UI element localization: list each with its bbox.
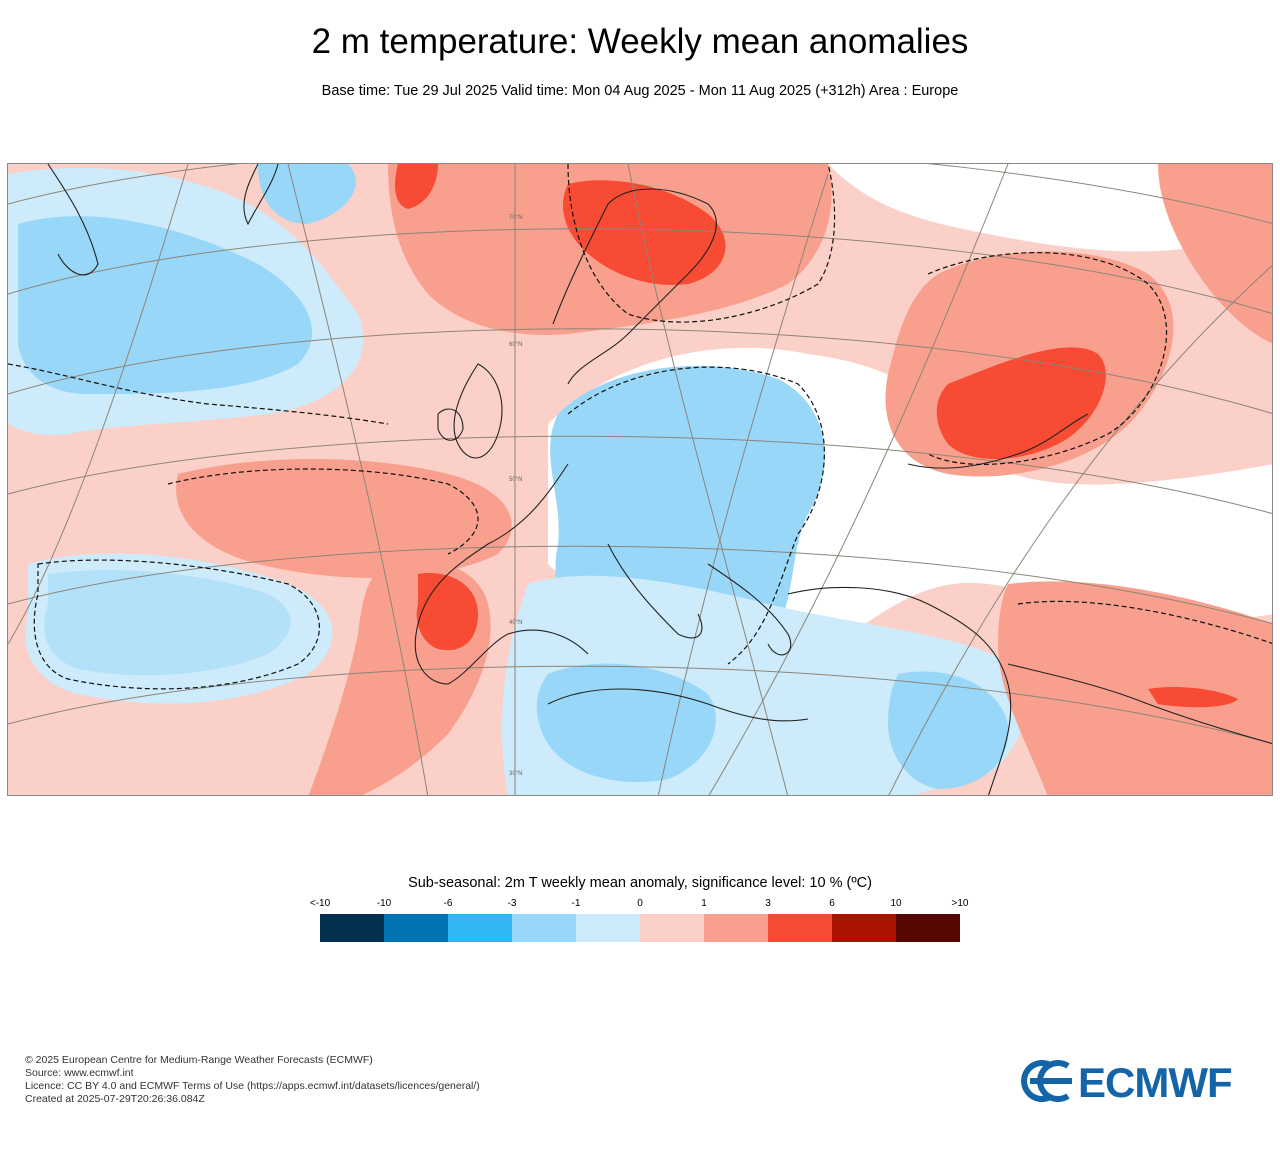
footer-created: Created at 2025-07-29T20:26:36.084Z (25, 1093, 205, 1105)
legend-swatch-9 (896, 914, 960, 942)
coastlines (47, 164, 1272, 795)
legend-swatch-2 (448, 914, 512, 942)
anomaly-russia-hot (936, 347, 1106, 459)
legend-label: -1 (571, 898, 581, 909)
legend-label: <-10 (309, 898, 331, 909)
graticule (8, 164, 1272, 795)
legend-label: -3 (507, 898, 517, 909)
significance-contours (8, 164, 1272, 690)
footer-credits: © 2025 European Centre for Medium-Range … (25, 1054, 480, 1106)
chart-subtitle: Base time: Tue 29 Jul 2025 Valid time: M… (321, 83, 959, 99)
legend-swatch-3 (512, 914, 576, 942)
legend-label: 6 (829, 898, 835, 909)
legend-swatch-0 (320, 914, 384, 942)
legend-label: 1 (701, 898, 707, 909)
ecmwf-logo-text: ECMWF (1078, 1059, 1232, 1104)
legend-label: 3 (765, 898, 771, 909)
legend-label: -6 (443, 898, 453, 909)
lat-label-70: 70°N (509, 215, 522, 221)
legend-labels: <-10 -10 -6 -3 -1 0 1 3 6 10 >10 (310, 898, 969, 912)
footer-source: Source: www.ecmwf.int (25, 1067, 134, 1079)
legend-label: >10 (951, 898, 969, 909)
legend-swatch-6 (704, 914, 768, 942)
legend-colorbar (320, 914, 960, 942)
legend-swatch-5 (640, 914, 704, 942)
lat-label-30: 30°N (509, 771, 522, 777)
anomaly-scandinavia-hot (563, 180, 726, 285)
anomaly-north-atlantic-cooler (18, 216, 313, 394)
legend-label: -10 (376, 898, 392, 909)
footer-copyright: © 2025 European Centre for Medium-Range … (25, 1054, 373, 1066)
legend-label: 10 (890, 898, 902, 909)
footer-licence: Licence: CC BY 4.0 and ECMWF Terms of Us… (25, 1080, 480, 1092)
chart-title: 2 m temperature: Weekly mean anomalies (311, 22, 969, 61)
legend-title: Sub-seasonal: 2m T weekly mean anomaly, … (408, 875, 872, 891)
legend-swatch-8 (832, 914, 896, 942)
ecmwf-logo-icon: ECMWF (1021, 1059, 1233, 1106)
lat-label-40: 40°N (509, 620, 522, 626)
legend-label: 0 (637, 898, 643, 909)
anomaly-map: 70°N 60°N 50°N 40°N 30°N (7, 163, 1273, 796)
anomaly-atlantic-warm (176, 459, 512, 578)
legend-swatch-7 (768, 914, 832, 942)
lat-label-60: 60°N (509, 342, 522, 348)
ecmwf-logo: ECMWF (1016, 1058, 1260, 1106)
map-canvas: 70°N 60°N 50°N 40°N 30°N (8, 164, 1272, 795)
anomaly-middle-east-warm (998, 581, 1272, 795)
legend-swatch-4 (576, 914, 640, 942)
legend-swatch-1 (384, 914, 448, 942)
lat-label-50: 50°N (509, 477, 522, 483)
